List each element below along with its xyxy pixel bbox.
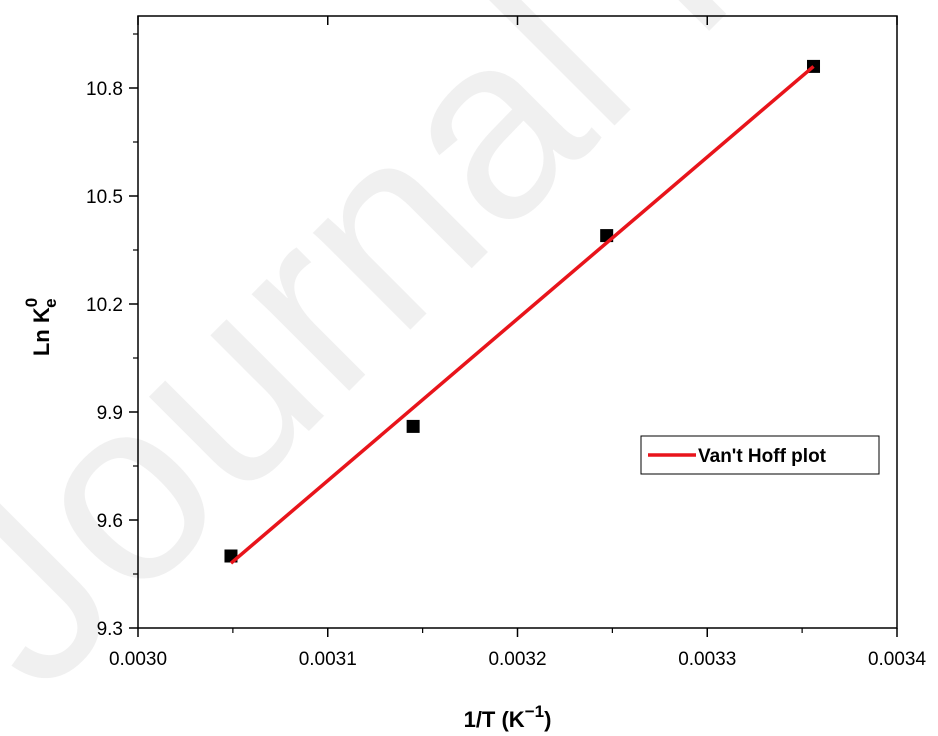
y-tick-label: 10.2 (86, 295, 123, 316)
x-tick-label: 0.0034 (868, 649, 927, 670)
x-tick-label: 0.0033 (678, 649, 736, 670)
y-tick-label: 10.5 (86, 187, 123, 208)
x-axis-title-end: ) (544, 707, 551, 732)
y-axis-ticks: 9.3 9.6 9.9 10.2 10.5 10.8 (86, 33, 138, 640)
x-axis-title-main: 1/T (K (464, 707, 525, 732)
legend: Van't Hoff plot (640, 435, 880, 475)
y-tick-label: 9.9 (97, 403, 123, 424)
y-axis-title-subscript: e (41, 298, 60, 307)
y-tick-label: 9.6 (97, 511, 123, 532)
x-axis-title-superscript: −1 (525, 702, 544, 721)
x-tick-label: 0.0031 (299, 649, 357, 670)
x-axis-ticks: 0.0030 0.0031 0.0032 0.0033 0.0034 (109, 16, 927, 670)
series-layer (224, 59, 821, 565)
x-axis-title: 1/T (K−1) (464, 702, 552, 732)
y-axis-title-main: Ln K (29, 307, 54, 356)
x-tick-label: 0.0030 (109, 649, 167, 670)
legend-label-vant-hoff: Van't Hoff plot (698, 446, 827, 467)
y-axis-title-superscript: 0 (22, 298, 41, 307)
y-axis-title: Ln K0e (22, 298, 60, 356)
y-tick-label: 10.8 (86, 79, 123, 100)
data-point (406, 419, 420, 433)
fit-line-vant-hoff (229, 65, 815, 565)
x-tick-label: 0.0032 (488, 649, 546, 670)
y-tick-label: 9.3 (97, 619, 123, 640)
